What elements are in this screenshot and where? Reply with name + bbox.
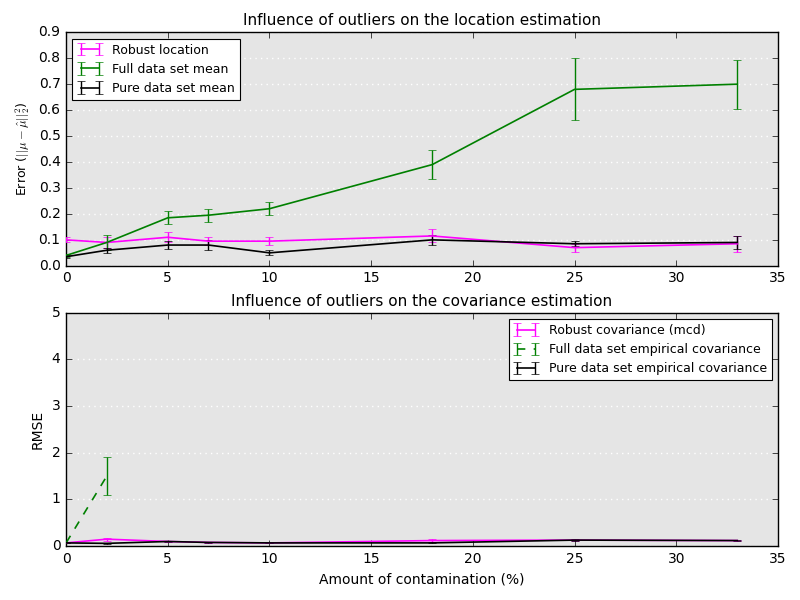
Y-axis label: RMSE: RMSE	[30, 410, 45, 449]
Legend: Robust covariance (mcd), Full data set empirical covariance, Pure data set empir: Robust covariance (mcd), Full data set e…	[509, 319, 772, 380]
Y-axis label: Error ($||\mu - \hat{\mu}||_2^2$): Error ($||\mu - \hat{\mu}||_2^2$)	[14, 102, 32, 196]
Title: Influence of outliers on the covariance estimation: Influence of outliers on the covariance …	[231, 293, 613, 308]
X-axis label: Amount of contamination (%): Amount of contamination (%)	[319, 572, 525, 587]
Title: Influence of outliers on the location estimation: Influence of outliers on the location es…	[243, 13, 601, 28]
Legend: Robust location, Full data set mean, Pure data set mean: Robust location, Full data set mean, Pur…	[72, 38, 240, 100]
